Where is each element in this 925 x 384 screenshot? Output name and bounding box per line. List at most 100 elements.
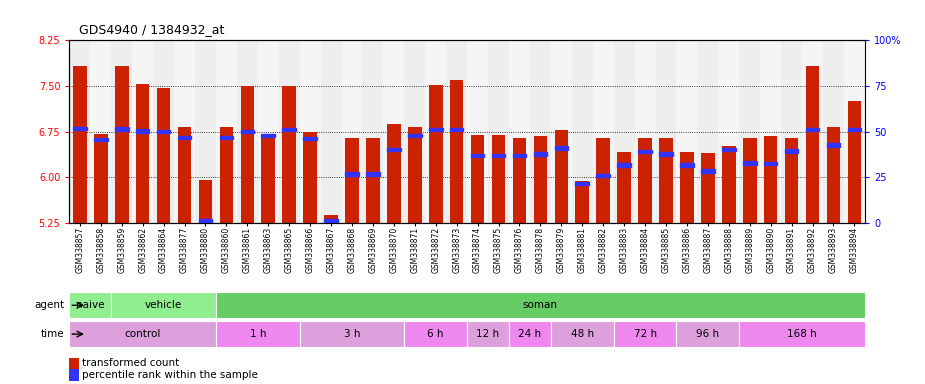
Bar [94, 134, 107, 223]
Bar [404, 40, 426, 223]
Bar [806, 66, 820, 223]
Bar [408, 127, 422, 223]
Bar [638, 150, 652, 153]
Bar [802, 40, 823, 223]
Bar [115, 127, 129, 131]
Text: 1 h: 1 h [250, 329, 266, 339]
Bar [534, 136, 548, 223]
Bar [366, 137, 380, 223]
Bar [554, 146, 568, 150]
Bar [387, 124, 401, 223]
Bar [321, 40, 341, 223]
Bar [617, 163, 631, 167]
Bar [676, 40, 697, 223]
Bar [551, 40, 572, 223]
Bar [325, 215, 338, 223]
Bar [697, 40, 719, 223]
Bar [492, 134, 505, 223]
Bar [282, 86, 296, 223]
Bar [467, 321, 509, 347]
Text: transformed count: transformed count [81, 358, 179, 368]
Bar [764, 162, 778, 166]
Bar [680, 163, 694, 167]
Text: time: time [41, 329, 65, 339]
Bar [446, 40, 467, 223]
Bar [575, 182, 589, 185]
Text: 3 h: 3 h [344, 329, 360, 339]
Bar [597, 137, 610, 223]
Text: 72 h: 72 h [634, 329, 657, 339]
Bar [262, 136, 275, 223]
Bar [240, 86, 254, 223]
Bar [784, 149, 798, 152]
Bar [300, 40, 321, 223]
Bar [760, 40, 781, 223]
Text: 24 h: 24 h [518, 329, 541, 339]
Bar [408, 134, 422, 137]
Bar [847, 128, 861, 131]
Text: 96 h: 96 h [697, 329, 720, 339]
Bar [69, 40, 91, 223]
Bar [91, 40, 111, 223]
Bar [69, 292, 111, 318]
Bar [572, 40, 593, 223]
Bar [722, 148, 735, 151]
Bar [387, 148, 401, 151]
Bar [534, 152, 548, 156]
Text: agent: agent [34, 300, 65, 310]
Text: control: control [125, 329, 161, 339]
Bar [743, 137, 757, 223]
Bar [94, 138, 107, 141]
Bar [613, 40, 635, 223]
Bar [156, 130, 170, 133]
Bar [115, 66, 129, 223]
Bar [660, 137, 672, 223]
Bar [597, 174, 610, 177]
Bar [216, 321, 300, 347]
Bar [303, 137, 317, 140]
Bar [638, 137, 652, 223]
Bar [303, 131, 317, 223]
Bar [530, 40, 551, 223]
Text: percentile rank within the sample: percentile rank within the sample [81, 370, 257, 380]
Bar [345, 172, 359, 176]
Bar [69, 358, 80, 369]
Bar [635, 40, 656, 223]
Bar [823, 40, 844, 223]
Bar [73, 127, 87, 130]
Bar [426, 40, 446, 223]
Bar [680, 152, 694, 223]
Bar [471, 134, 485, 223]
Bar [216, 292, 865, 318]
Bar [111, 40, 132, 223]
Bar [178, 127, 191, 223]
Bar [617, 152, 631, 223]
Bar [237, 40, 258, 223]
Bar [739, 40, 760, 223]
Bar [509, 321, 551, 347]
Text: naive: naive [76, 300, 105, 310]
Bar [404, 321, 467, 347]
Bar [847, 101, 861, 223]
Bar [219, 127, 233, 223]
Bar [240, 130, 254, 133]
Bar [429, 128, 442, 131]
Bar [132, 40, 154, 223]
Bar [701, 169, 715, 173]
Bar [69, 369, 80, 381]
Text: GDS4940 / 1384932_at: GDS4940 / 1384932_at [79, 23, 224, 36]
Bar [554, 130, 568, 223]
Bar [676, 321, 739, 347]
Bar [575, 181, 589, 223]
Bar [512, 154, 526, 157]
Bar [136, 129, 150, 132]
Bar [345, 137, 359, 223]
Bar [660, 152, 672, 156]
Bar [806, 128, 820, 131]
Text: 48 h: 48 h [571, 329, 594, 339]
Bar [325, 219, 338, 223]
Bar [656, 40, 676, 223]
Bar [471, 154, 485, 157]
Text: 12 h: 12 h [476, 329, 500, 339]
Bar [613, 321, 676, 347]
